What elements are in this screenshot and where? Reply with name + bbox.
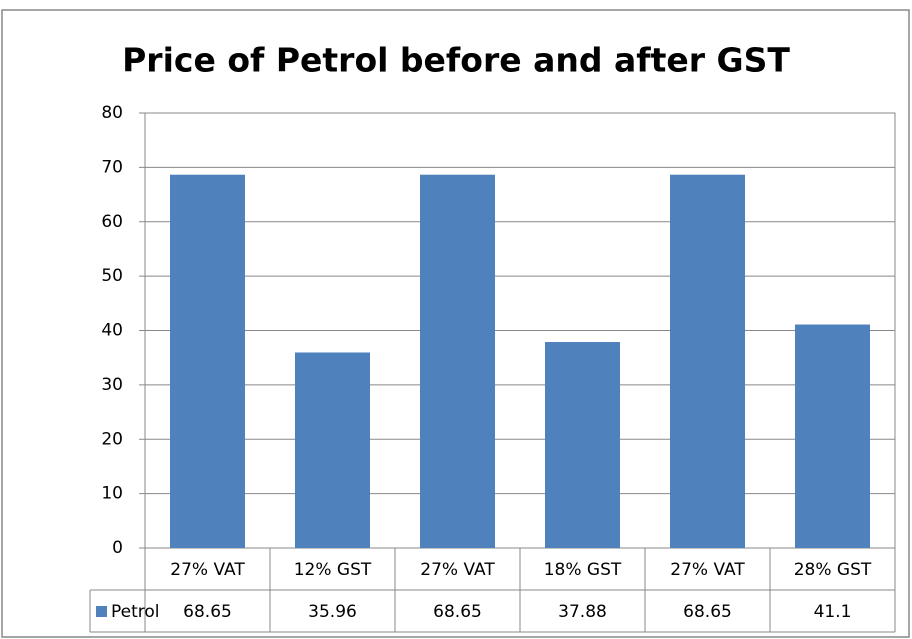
bar <box>795 324 870 548</box>
y-tick-label: 60 <box>101 212 123 232</box>
table-value: 35.96 <box>308 602 357 622</box>
bar <box>545 342 620 548</box>
table-value: 68.65 <box>433 602 482 622</box>
y-tick-label: 20 <box>101 429 123 449</box>
y-tick-label: 80 <box>101 103 123 123</box>
y-tick-label: 30 <box>101 375 123 395</box>
bar <box>295 352 370 548</box>
x-tick-label: 27% VAT <box>670 560 745 580</box>
bar <box>170 174 245 548</box>
y-tick-label: 70 <box>101 157 123 177</box>
legend-label: Petrol <box>111 602 160 622</box>
x-tick-label: 27% VAT <box>420 560 495 580</box>
x-tick-label: 12% GST <box>294 560 372 580</box>
legend-key <box>96 606 107 617</box>
y-tick-label: 10 <box>101 484 123 504</box>
table-value: 41.1 <box>814 602 852 622</box>
y-tick-label: 50 <box>101 266 123 286</box>
table-value: 68.65 <box>683 602 732 622</box>
table-value: 37.88 <box>558 602 607 622</box>
y-tick-label: 0 <box>112 538 123 558</box>
x-tick-label: 27% VAT <box>170 560 245 580</box>
chart-title: Price of Petrol before and after GST <box>122 41 790 80</box>
bar <box>420 174 495 548</box>
table-value: 68.65 <box>183 602 232 622</box>
bar <box>670 174 745 548</box>
x-tick-label: 28% GST <box>794 560 872 580</box>
y-tick-label: 40 <box>101 321 123 341</box>
x-tick-label: 18% GST <box>544 560 622 580</box>
